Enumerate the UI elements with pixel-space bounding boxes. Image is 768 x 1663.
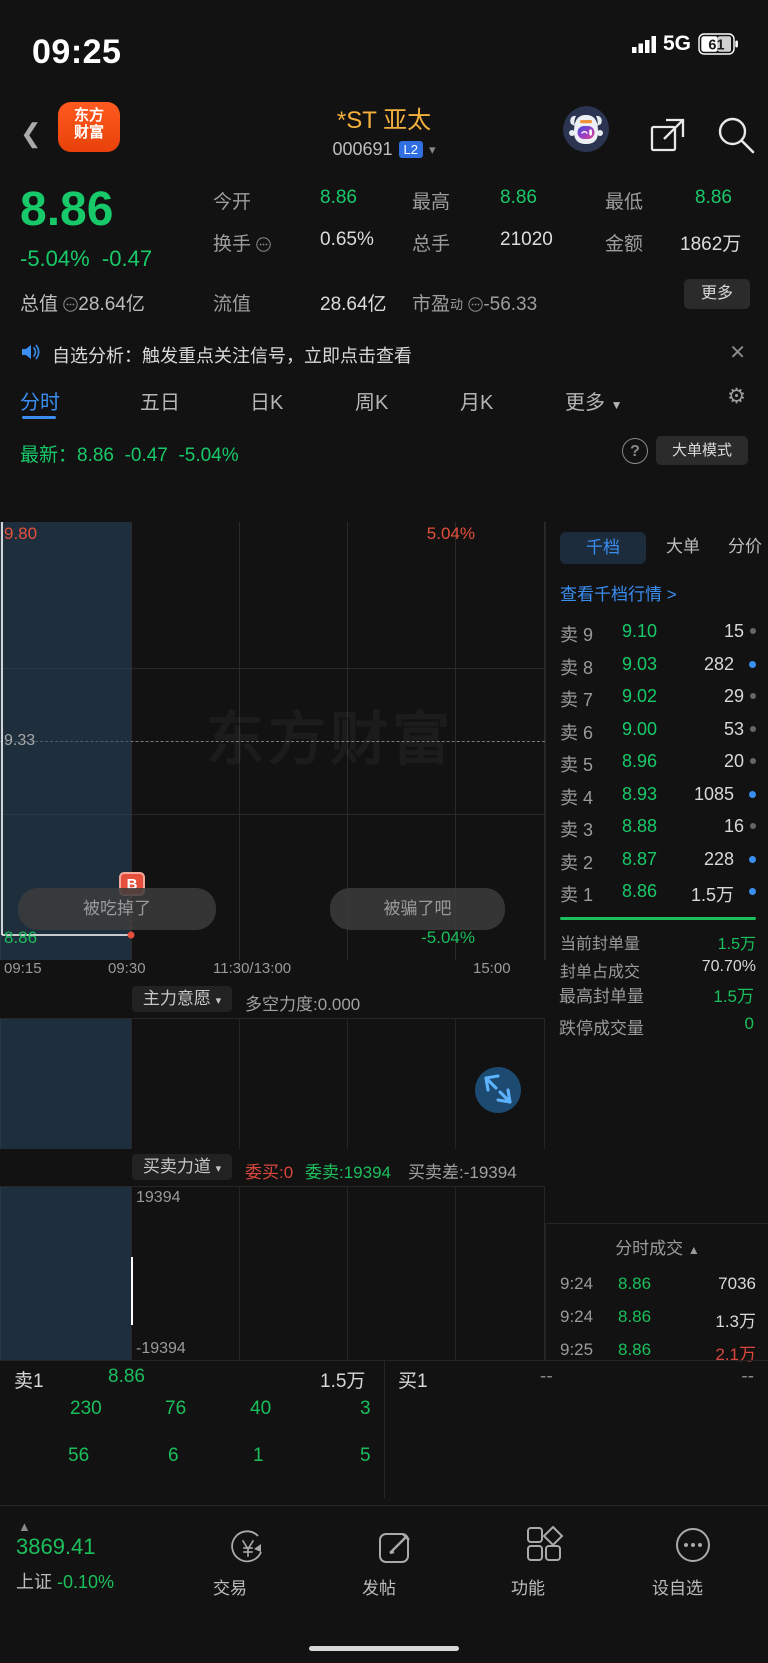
svg-text:61: 61 — [708, 38, 724, 54]
